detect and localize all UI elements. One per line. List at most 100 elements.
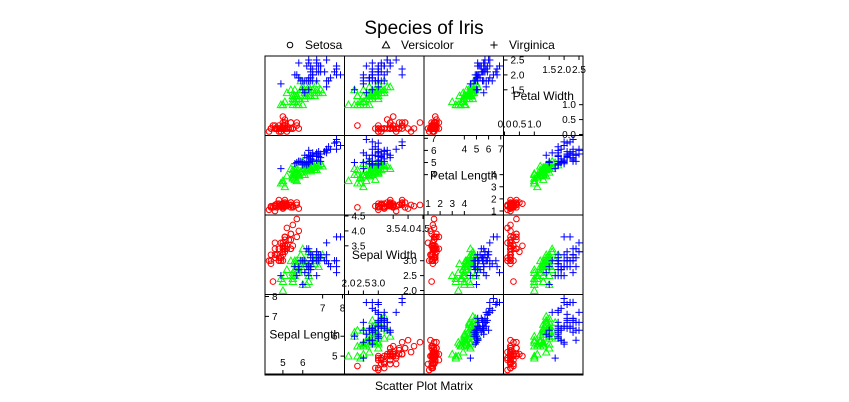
point-virginica: [554, 146, 562, 155]
tick-label: 6: [431, 146, 437, 157]
point-virginica: [365, 336, 373, 344]
point-setosa: [267, 251, 275, 259]
point-versicolor: [373, 343, 383, 352]
point-setosa: [507, 350, 514, 358]
tick-label: 3.5: [386, 224, 400, 235]
point-virginica: [466, 80, 475, 88]
point-virginica: [383, 318, 391, 326]
point-virginica: [560, 233, 568, 241]
point-setosa: [293, 233, 301, 241]
point-setosa: [383, 125, 391, 132]
point-versicolor: [544, 343, 554, 352]
point-setosa: [395, 125, 403, 132]
tick-label: 7: [320, 304, 326, 315]
point-setosa: [435, 350, 443, 358]
point-virginica: [309, 156, 317, 164]
point-versicolor: [544, 339, 554, 348]
point-versicolor: [314, 262, 324, 271]
point-setosa: [389, 122, 397, 129]
point-virginica: [566, 324, 574, 332]
panel-pl-pw: [423, 55, 504, 136]
point-versicolor: [367, 168, 377, 177]
point-virginica: [569, 269, 577, 277]
point-virginica: [475, 322, 483, 330]
point-setosa: [279, 251, 287, 259]
panel-sw-pw: [344, 55, 425, 136]
point-virginica: [560, 141, 568, 150]
point-virginica: [542, 151, 550, 159]
point-virginica: [569, 328, 577, 336]
point-setosa: [429, 125, 437, 132]
tick-label: 1.5: [542, 65, 556, 76]
point-virginica: [297, 157, 305, 165]
point-setosa: [510, 257, 517, 265]
point-virginica: [392, 56, 400, 64]
point-virginica: [368, 326, 376, 334]
point-virginica: [362, 62, 370, 70]
point-virginica: [482, 308, 490, 317]
point-versicolor: [468, 317, 478, 326]
tick-label: 3: [449, 199, 455, 210]
point-setosa: [429, 221, 437, 229]
point-versicolor: [278, 285, 288, 294]
point-setosa: [398, 196, 406, 204]
point-virginica: [557, 304, 565, 313]
point-setosa: [271, 125, 279, 132]
point-versicolor: [538, 337, 548, 346]
tick-label: 8: [272, 292, 278, 303]
point-virginica: [368, 340, 376, 348]
point-versicolor: [461, 337, 471, 346]
point-setosa: [430, 215, 438, 223]
point-versicolor: [463, 327, 473, 336]
point-versicolor: [352, 325, 362, 334]
point-setosa: [265, 257, 273, 265]
panel-sl-sl: Sepal Length 5 6 7 8 5 6 7 8: [264, 292, 346, 375]
point-virginica: [569, 135, 577, 144]
point-setosa: [269, 278, 277, 285]
point-setosa: [431, 242, 439, 250]
point-virginica: [483, 62, 491, 70]
tick-label: 5: [280, 358, 286, 369]
point-setosa: [380, 352, 388, 360]
point-virginica: [303, 245, 311, 253]
tick-label: 4.5: [352, 212, 366, 223]
point-versicolor: [529, 341, 539, 350]
point-versicolor: [538, 325, 548, 334]
point-setosa: [429, 360, 437, 368]
point-virginica: [492, 257, 500, 265]
point-versicolor: [541, 256, 551, 265]
tick-label: 5: [474, 145, 480, 156]
point-setosa: [410, 202, 418, 210]
point-versicolor: [465, 244, 475, 253]
point-versicolor: [344, 100, 353, 109]
point-versicolor: [278, 176, 288, 185]
point-virginica: [350, 86, 359, 94]
tick-label: 4: [462, 199, 468, 210]
chart-title: Species of Iris: [364, 18, 483, 39]
point-virginica: [297, 257, 305, 265]
point-versicolor: [464, 276, 474, 285]
point-versicolor: [361, 170, 371, 179]
point-virginica: [472, 272, 481, 280]
point-setosa: [398, 338, 406, 346]
point-virginica: [305, 74, 313, 82]
point-virginica: [383, 150, 391, 158]
point-versicolor: [538, 323, 548, 332]
point-setosa: [513, 215, 520, 223]
variable-label: Sepal Width: [352, 248, 417, 262]
point-virginica: [548, 308, 556, 317]
point-virginica: [297, 77, 305, 85]
point-versicolor: [529, 337, 539, 346]
point-virginica: [317, 157, 325, 165]
variable-label: Sepal Length: [269, 327, 340, 341]
point-virginica: [359, 318, 367, 326]
point-setosa: [401, 344, 409, 352]
point-virginica: [474, 257, 482, 265]
point-virginica: [362, 151, 370, 159]
tick-label: 1: [425, 199, 431, 210]
point-virginica: [374, 145, 382, 153]
point-virginica: [489, 71, 498, 79]
point-virginica: [474, 334, 482, 342]
point-virginica: [295, 59, 303, 67]
point-virginica: [486, 239, 494, 247]
